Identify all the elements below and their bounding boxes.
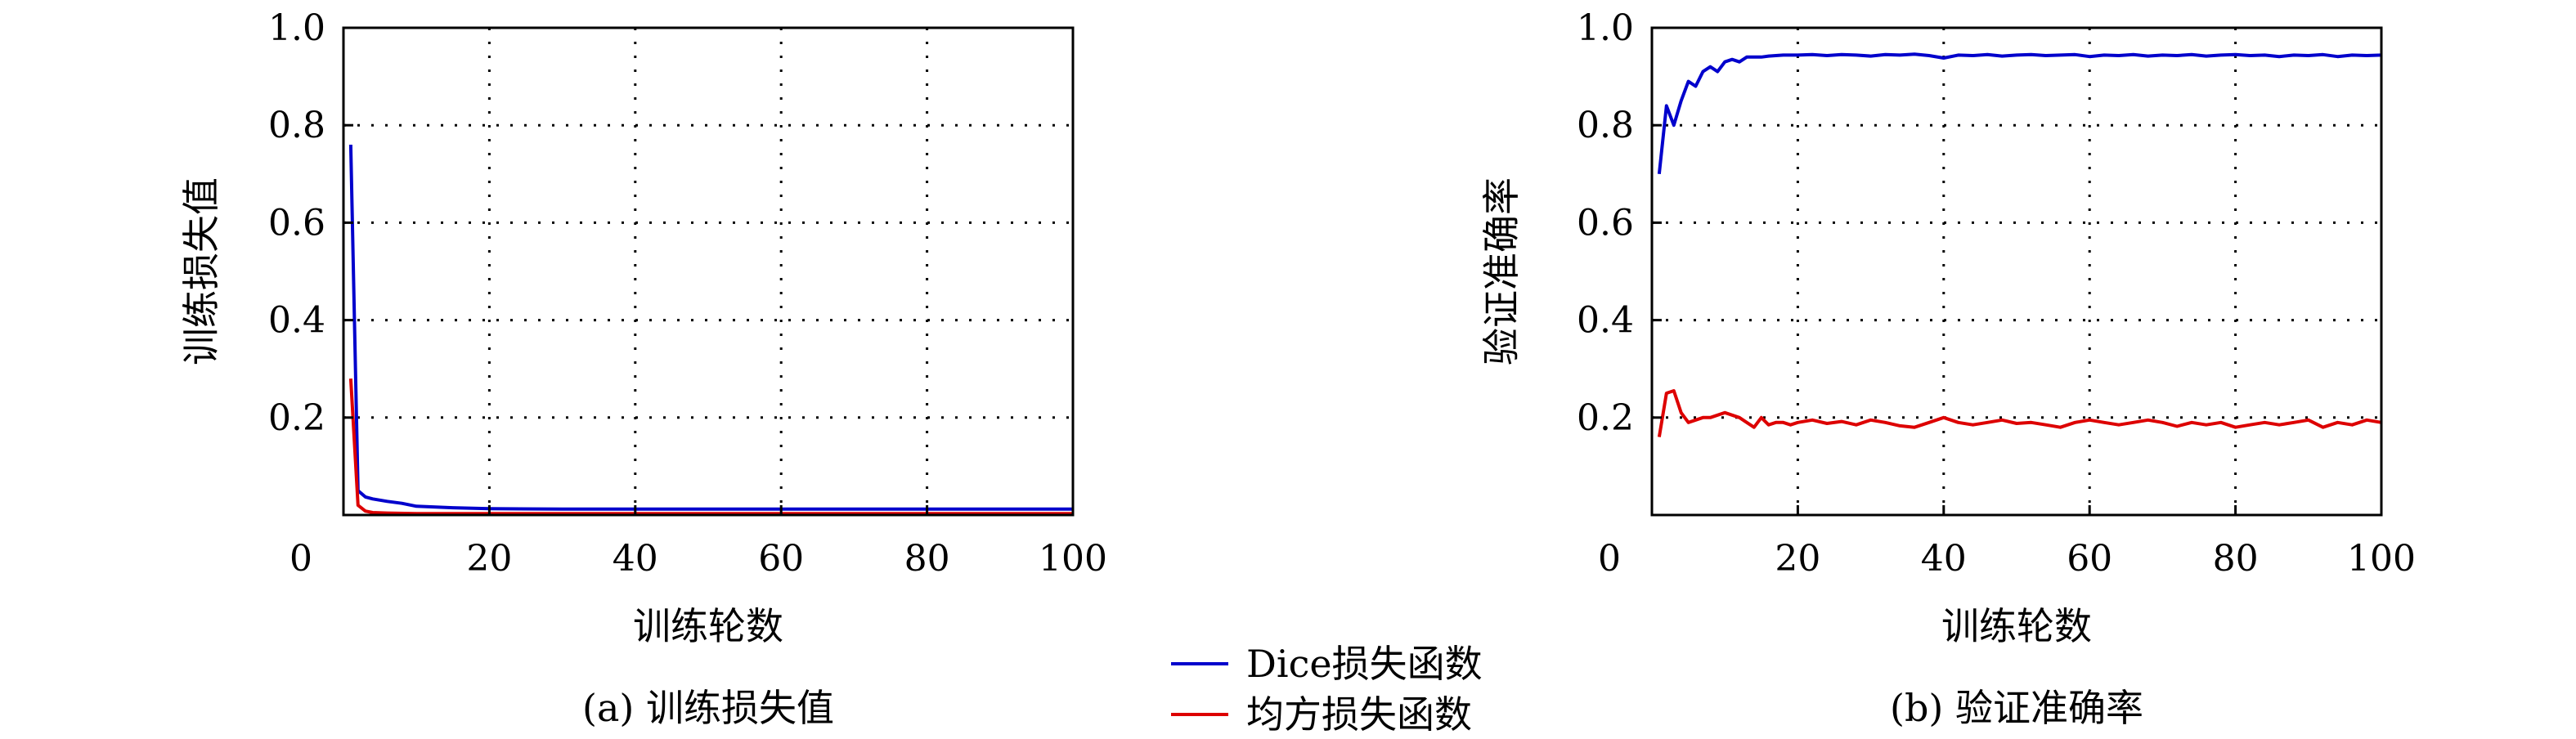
series-line-mse xyxy=(348,378,1073,516)
x-tick-label: 80 xyxy=(904,538,950,580)
panel-b-caption: (b) 验证准确率 xyxy=(1890,686,2143,730)
y-tick-label: 0.8 xyxy=(268,105,325,146)
panel-a-xlabel: 训练轮数 xyxy=(633,604,783,648)
panel-a-y-ticks: 0.2 0.4 0.6 0.8 1.0 xyxy=(268,7,353,439)
x-tick-label: 100 xyxy=(1039,538,1107,580)
y-tick-label: 0.4 xyxy=(1577,300,1634,342)
x-tick-label: 0 xyxy=(289,538,312,580)
panel-a-frame xyxy=(342,26,1075,517)
panel-b-lines xyxy=(1657,52,2382,437)
panel-b-xlabel: 训练轮数 xyxy=(1941,604,2092,648)
x-tick-label: 60 xyxy=(2067,538,2112,580)
x-tick-label: 20 xyxy=(1775,538,1820,580)
panel-b-validation-accuracy: 0 20 40 60 80 100 0.20.40.60.81.0 训练轮数 验证准确率 … xyxy=(1479,7,2416,730)
legend-label-dice: Dice损失函数 xyxy=(1246,642,1483,686)
x-tick-label: 60 xyxy=(758,538,804,580)
panel-a-ylabel: 训练损失值 xyxy=(179,177,223,365)
panel-b-ylabel: 验证准确率 xyxy=(1479,177,1524,365)
panel-b-y-ticks: 0.2 0.4 0.6 0.8 1.0 xyxy=(1577,7,1662,439)
y-tick-label: 0.6 xyxy=(1577,202,1634,244)
panel-a-caption: (a) 训练损失值 xyxy=(582,686,834,730)
x-tick-label: 40 xyxy=(613,538,658,580)
panel-b-x-ticks: 0 20 40 60 80 100 xyxy=(1598,505,2416,580)
series-line-dice xyxy=(1657,52,2382,175)
y-tick-label: 0.4 xyxy=(268,300,325,342)
x-tick-label: 80 xyxy=(2213,538,2259,580)
panel-a-lines xyxy=(348,144,1073,516)
y-tick-label: 0.8 xyxy=(1577,105,1634,146)
panel-a-grid xyxy=(343,28,1073,515)
y-tick-label: 1.0 xyxy=(1577,7,1634,49)
panel-b-grid xyxy=(1652,28,2381,515)
x-tick-label: 100 xyxy=(2347,538,2416,580)
legend-label-mse: 均方损失函数 xyxy=(1246,692,1472,737)
x-tick-label: 40 xyxy=(1921,538,1967,580)
panel-a-training-loss: 0 20 40 60 80 100 0.20.40.60.81.0 训练轮数 训练损失值 … xyxy=(179,7,1107,730)
y-tick-label: 0.2 xyxy=(1577,397,1634,439)
panel-b-frame xyxy=(1650,26,2383,517)
legend: Dice损失函数 均方损失函数 xyxy=(1171,642,1483,737)
x-tick-label: 20 xyxy=(466,538,512,580)
series-line-mse xyxy=(1657,389,2382,437)
y-tick-label: 0.2 xyxy=(268,397,325,439)
y-tick-label: 0.6 xyxy=(268,202,325,244)
panel-a-x-ticks: 0 20 40 60 80 100 xyxy=(289,505,1107,580)
series-line-dice xyxy=(348,144,1073,511)
x-tick-label: 0 xyxy=(1598,538,1621,580)
y-tick-label: 1.0 xyxy=(268,7,325,49)
